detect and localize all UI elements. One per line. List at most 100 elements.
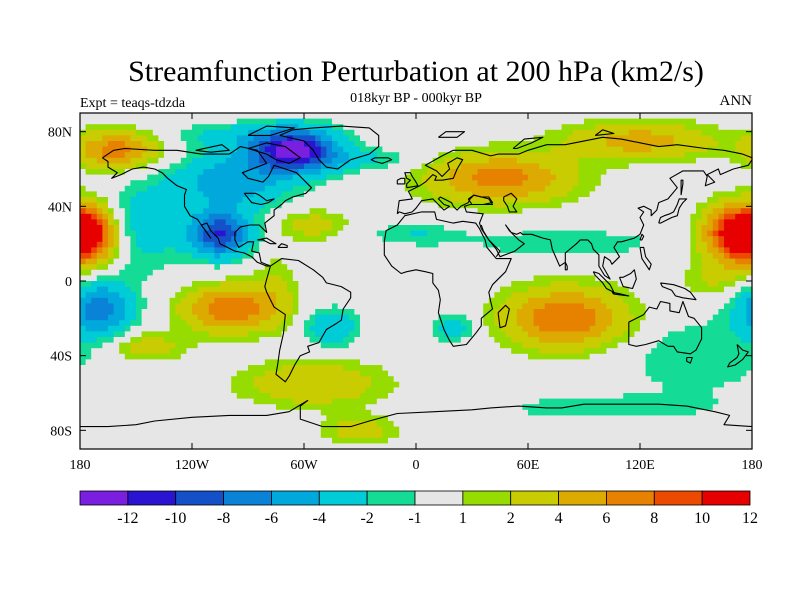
contour-cell	[539, 337, 585, 344]
contour-cell	[276, 297, 294, 304]
contour-cell	[628, 303, 647, 310]
contour-cell	[320, 163, 339, 170]
contour-cell	[292, 314, 311, 321]
contour-cell	[96, 219, 103, 226]
contour-cell	[208, 213, 232, 220]
contour-cell	[662, 387, 714, 394]
contour-cell	[494, 202, 507, 209]
coastline-caspian-sea	[503, 192, 518, 213]
contour-cell	[113, 213, 126, 220]
contour-cell	[477, 180, 523, 187]
colorbar-label: -8	[217, 510, 230, 527]
contour-cell	[735, 258, 753, 265]
contour-cell	[80, 370, 238, 377]
contour-cell	[718, 219, 725, 226]
contour-cell	[628, 286, 691, 293]
contour-cell	[382, 432, 400, 439]
contour-cell	[690, 225, 697, 232]
contour-cell	[320, 141, 333, 148]
contour-cell	[399, 426, 753, 433]
contour-cell	[108, 325, 126, 332]
contour-cell	[102, 241, 109, 248]
contour-cell	[472, 331, 490, 338]
contour-cell	[320, 152, 327, 159]
contour-cell	[326, 146, 333, 153]
contour-cell	[96, 157, 131, 164]
contour-cell	[276, 180, 311, 187]
contour-cell	[388, 437, 753, 444]
contour-cell	[550, 169, 579, 176]
contour-cell	[640, 320, 708, 327]
coastline-great-lakes	[243, 192, 275, 206]
contour-cell	[264, 213, 288, 220]
contour-cell	[718, 241, 725, 248]
contour-cell	[214, 241, 227, 248]
contour-cell	[494, 337, 512, 344]
contour-cell	[136, 230, 187, 237]
contour-cell	[130, 258, 210, 265]
contour-cell	[522, 325, 540, 332]
contour-cell	[712, 314, 731, 321]
contour-cell	[102, 230, 109, 237]
contour-cell	[483, 314, 495, 321]
contour-cell	[628, 247, 691, 254]
contour-cell	[740, 376, 753, 383]
axis-ticks: 180 120W 60W 0 60E 120E 180 80N 40N 0 40S 80S	[48, 113, 763, 473]
contour-cell	[113, 253, 120, 260]
colorbar-label: 2	[507, 510, 515, 527]
contour-cell	[236, 247, 249, 254]
contour-cell	[640, 325, 686, 332]
contour-cell	[281, 365, 344, 372]
contour-cell	[724, 225, 753, 232]
contour-cell	[578, 281, 619, 288]
contour-cell	[432, 331, 445, 338]
contour-cell	[169, 320, 187, 327]
contour-cell	[337, 163, 361, 170]
contour-cell	[203, 169, 260, 176]
contour-cell	[360, 320, 434, 327]
contour-cell	[600, 342, 619, 349]
contour-cell	[690, 241, 697, 248]
contour-cell	[175, 309, 193, 316]
contour-cell	[91, 247, 98, 254]
contour-cell	[102, 225, 109, 232]
contour-cell	[292, 197, 423, 204]
contour-cell	[309, 314, 316, 321]
contour-cell	[343, 225, 389, 232]
x-tick-label: 120W	[175, 458, 210, 473]
contour-cell	[561, 202, 697, 209]
contour-cell	[130, 157, 148, 164]
contour-cell	[259, 169, 299, 176]
contour-cell	[578, 157, 697, 164]
colorbar-label: 1	[459, 510, 467, 527]
contour-cell	[304, 163, 322, 170]
contour-cell	[354, 309, 484, 316]
contour-cell	[712, 230, 719, 237]
contour-cell	[214, 297, 255, 304]
contour-cell	[298, 309, 316, 316]
contour-cell	[292, 275, 535, 282]
contour-cell	[119, 230, 126, 237]
contour-cell	[735, 141, 753, 148]
contour-cell	[180, 157, 193, 164]
contour-cell	[707, 213, 719, 220]
contour-cell	[712, 253, 725, 260]
contour-cell	[332, 118, 585, 125]
contour-cell	[500, 342, 523, 349]
contour-cell	[511, 281, 551, 288]
contour-cell	[404, 185, 428, 192]
contour-cell	[80, 426, 322, 433]
contour-cell	[130, 180, 159, 187]
contour-cell	[500, 286, 529, 293]
contour-cell	[108, 236, 115, 243]
contour-cell	[130, 135, 148, 142]
contour-cell	[729, 320, 747, 327]
contour-cell	[309, 337, 322, 344]
contour-cell	[130, 241, 137, 248]
contour-cell	[472, 174, 529, 181]
contour-cell	[208, 225, 232, 232]
x-tick-label: 180	[742, 458, 763, 473]
contour-cell	[399, 432, 753, 439]
contour-cell	[124, 353, 182, 360]
contour-cell	[651, 376, 742, 383]
